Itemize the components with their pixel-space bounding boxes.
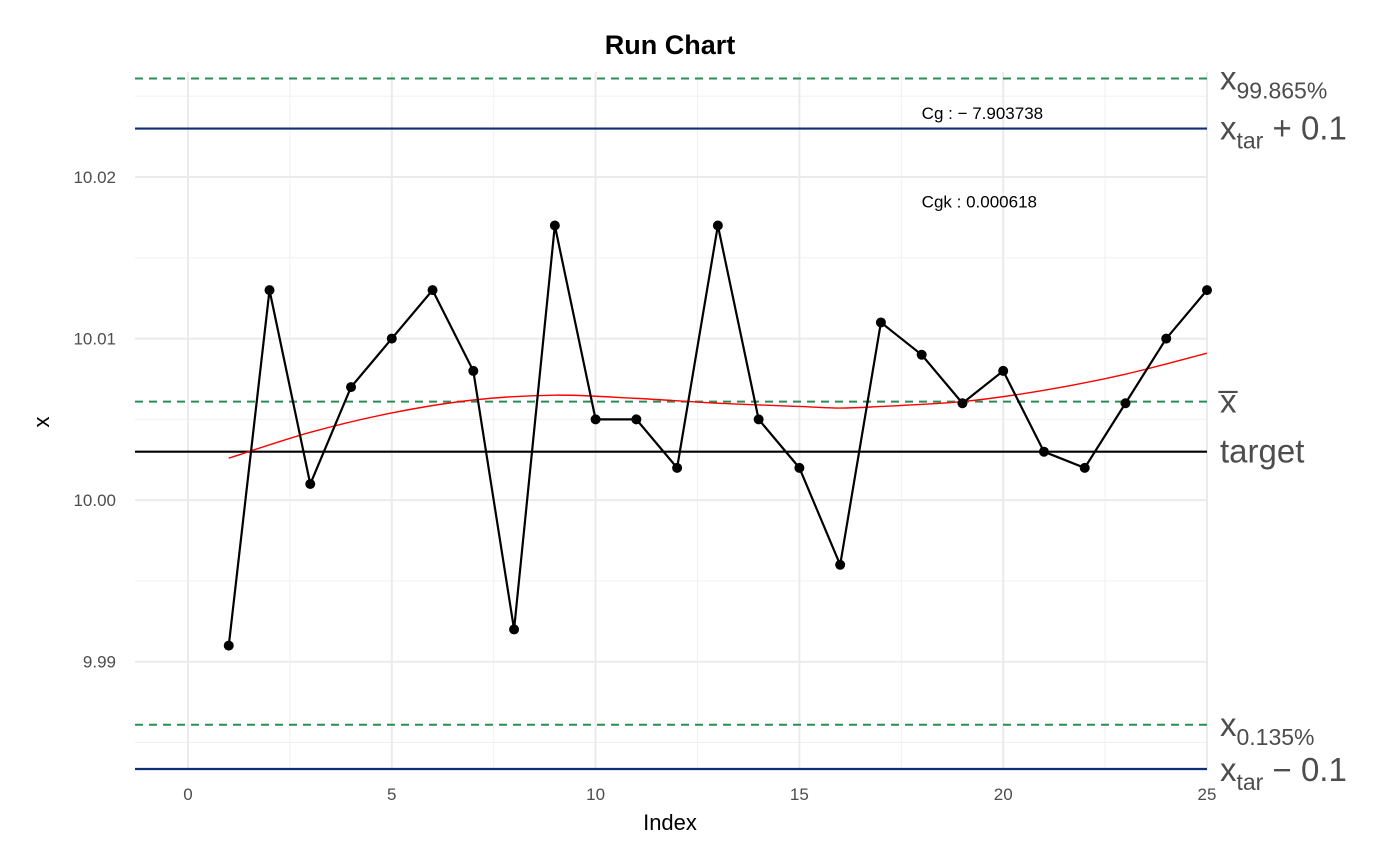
data-point bbox=[794, 462, 805, 473]
data-point bbox=[346, 382, 357, 393]
data-point bbox=[672, 462, 683, 473]
x-tick-label: 15 bbox=[790, 785, 809, 804]
data-point bbox=[1202, 285, 1212, 296]
x-tick-label: 5 bbox=[387, 785, 396, 804]
data-point bbox=[223, 640, 234, 651]
y-tick-label: 10.00 bbox=[73, 491, 116, 510]
data-point bbox=[427, 285, 438, 296]
data-point bbox=[631, 414, 642, 425]
chart-title: Run Chart bbox=[605, 30, 736, 60]
data-point bbox=[549, 220, 560, 231]
data-point bbox=[712, 220, 723, 231]
x-tick-label: 0 bbox=[183, 785, 192, 804]
data-point bbox=[305, 479, 316, 490]
data-point bbox=[1079, 462, 1090, 473]
series-layer bbox=[223, 220, 1212, 651]
reference-label: xtar + 0.1 bbox=[1220, 110, 1347, 154]
reference-label: x̅ bbox=[1218, 383, 1238, 420]
data-point bbox=[835, 559, 846, 570]
data-point bbox=[386, 333, 397, 344]
series-line bbox=[227, 225, 1208, 646]
smooth-curve bbox=[228, 352, 1208, 459]
y-axis-title: x bbox=[29, 417, 54, 428]
data-point bbox=[1161, 333, 1172, 344]
data-point bbox=[468, 365, 479, 376]
y-tick-label: 9.99 bbox=[83, 653, 116, 672]
data-point bbox=[1038, 446, 1049, 457]
data-point bbox=[916, 349, 927, 360]
annotation-text: Cgk : 0.000618 bbox=[922, 193, 1037, 212]
data-point bbox=[998, 365, 1009, 376]
reference-label-layer: x99.865% xtar + 0.1 x̅ target x0.135%xtar − … bbox=[1218, 59, 1347, 795]
annotation-layer: Cg : − 7.903738 Cgk : 0.000618 bbox=[922, 104, 1043, 212]
x-tick-label: 25 bbox=[1198, 785, 1217, 804]
x-axis-title: Index bbox=[643, 810, 697, 835]
x-tick-label: 20 bbox=[994, 785, 1013, 804]
y-tick-label: 10.02 bbox=[73, 168, 116, 187]
data-point bbox=[264, 285, 275, 296]
data-point bbox=[753, 414, 764, 425]
tick-label-layer: 0 5 10 15 20 25 9.99 10.00 10.01 10.02 bbox=[73, 168, 1216, 804]
grid-layer bbox=[135, 72, 1208, 770]
data-point bbox=[957, 398, 968, 409]
reference-label: xtar − 0.1 bbox=[1220, 751, 1347, 795]
y-tick-label: 10.01 bbox=[73, 330, 116, 349]
data-point bbox=[875, 317, 886, 328]
reference-label: target bbox=[1220, 433, 1304, 470]
smooth-curve-layer bbox=[228, 352, 1208, 459]
reference-label: x0.135% bbox=[1220, 706, 1315, 750]
reference-lines bbox=[135, 77, 1207, 771]
data-point bbox=[1120, 398, 1131, 409]
reference-label: x99.865% bbox=[1220, 59, 1327, 103]
data-point bbox=[509, 624, 520, 635]
x-tick-label: 10 bbox=[586, 785, 605, 804]
annotation-text: Cg : − 7.903738 bbox=[922, 104, 1043, 123]
data-point bbox=[590, 414, 601, 425]
